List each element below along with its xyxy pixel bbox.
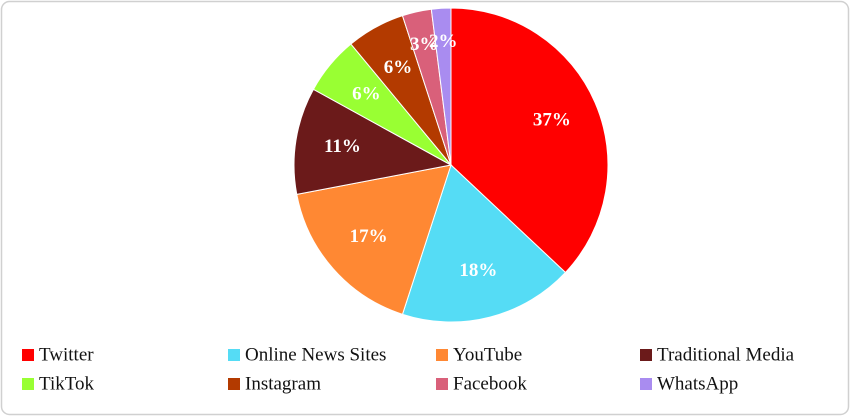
legend-swatch — [228, 378, 240, 390]
legend-label: Instagram — [245, 373, 321, 394]
legend-label: Traditional Media — [657, 344, 795, 365]
data-label: 18% — [459, 260, 497, 281]
legend-label: Online News Sites — [245, 344, 386, 365]
legend-swatch — [436, 349, 448, 361]
legend-swatch — [22, 349, 34, 361]
legend-label: WhatsApp — [657, 373, 738, 394]
data-label: 2% — [429, 31, 458, 52]
data-label: 6% — [384, 57, 413, 78]
pie-slice — [293, 88, 453, 196]
data-label: 6% — [352, 83, 381, 104]
legend-label: Facebook — [453, 373, 527, 394]
legend-label: Twitter — [39, 344, 94, 365]
legend-swatch — [436, 378, 448, 390]
legend-label: TikTok — [39, 373, 94, 394]
pie-slice — [296, 164, 452, 315]
data-label: 11% — [324, 136, 361, 157]
pie-slice — [401, 164, 567, 323]
legend-label: YouTube — [453, 344, 522, 365]
legend-swatch — [228, 349, 240, 361]
pie-slice — [430, 7, 452, 166]
legend-swatch — [22, 378, 34, 390]
data-label: 17% — [350, 226, 388, 247]
legend-swatch — [640, 378, 652, 390]
legend-swatch — [640, 349, 652, 361]
data-label: 37% — [533, 110, 571, 131]
pie-slice — [450, 7, 609, 274]
data-label: 3% — [410, 34, 439, 55]
